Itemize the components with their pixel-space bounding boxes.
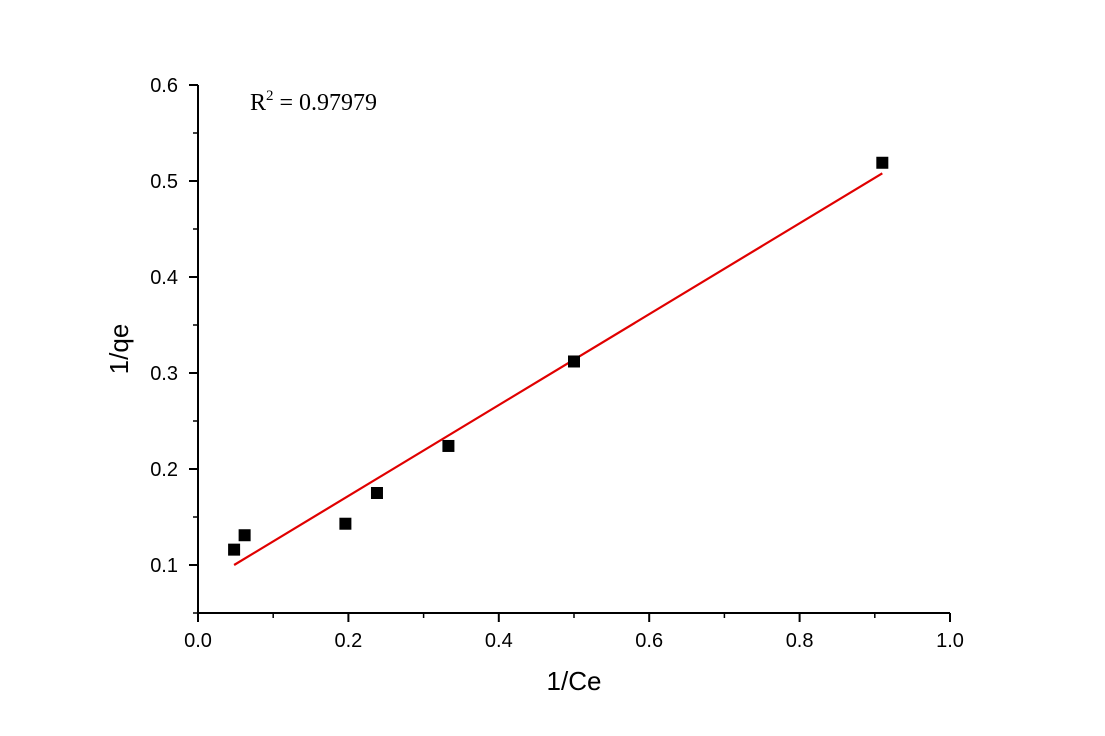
ticks: 0.0 0.2 0.4 0.6 0.8 1.0 0.1 0.2 0.3 0.4 0.5 0.6 [150,75,964,652]
r-squared-value: = 0.97979 [274,90,378,116]
data-point [568,355,580,368]
x-tick-label: 0.4 [485,630,513,652]
x-tick-label: 1.0 [936,630,964,652]
x-tick-label: 0.0 [184,630,212,652]
y-tick-label: 0.4 [150,267,178,289]
data-point [370,487,383,499]
x-tick-label: 0.6 [635,630,663,652]
fit-line [233,172,883,566]
data-point [339,517,352,530]
y-tick-label: 0.5 [150,171,178,193]
r-squared-annotation: R2 = 0.97979 [250,88,377,116]
x-tick-label: 0.2 [334,630,362,652]
data-point [876,156,889,169]
r-squared-label: R [250,90,266,116]
y-tick-label: 0.2 [150,459,178,481]
data-marks [228,156,889,566]
x-tick-label: 0.8 [786,630,814,652]
y-tick-label: 0.3 [150,363,178,385]
y-axis-title: 1/qe [104,324,134,375]
data-point [442,439,455,452]
y-tick-label: 0.6 [150,75,178,97]
y-tick-label: 0.1 [150,555,178,577]
r-squared-superscript: 2 [266,88,274,104]
x-axis-title: 1/Ce [547,666,602,696]
axes [197,85,950,614]
data-point [238,529,251,542]
data-point [228,543,241,556]
